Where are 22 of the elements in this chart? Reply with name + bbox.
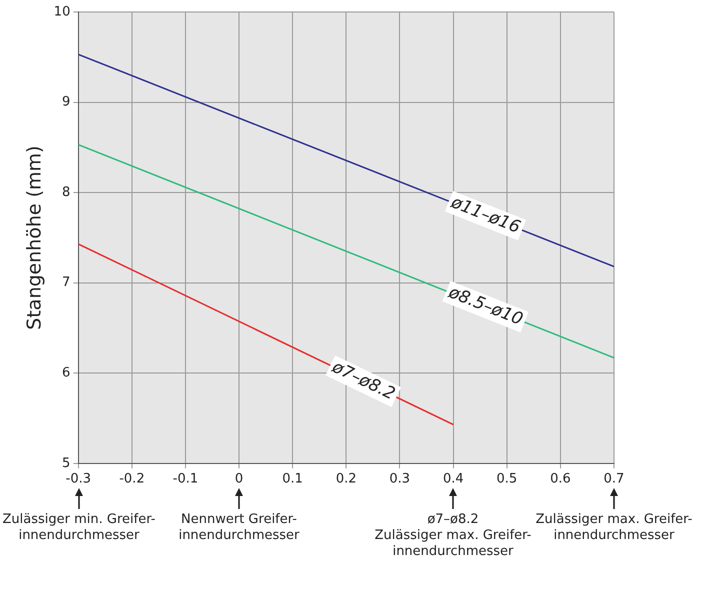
y-tick-label: 9 [62,94,70,110]
y-tick-label: 5 [62,456,70,471]
x-tick-label: 0.2 [336,472,357,487]
y-tick-label: 6 [62,365,70,380]
y-tick-label: 8 [62,184,70,200]
x-tick-label: 0.3 [389,472,410,487]
text: Zulässiger min. Greifer- innendurchmesser [2,512,156,544]
x-tick-label: 0.7 [604,472,624,487]
text: Zulässiger max. Greifer- innendurchmesser [536,512,692,543]
x-tick-label: -0.1 [172,472,198,487]
x-tick-label: 0.1 [282,472,303,487]
x-tick-label: 0.5 [496,472,518,487]
x-tick-label: 0.6 [550,472,571,487]
x-tick-label: -0.2 [119,472,145,487]
x-tick-label: 0 [234,472,244,487]
y-tick-label: 10 [54,4,70,20]
x-tick-label: 0.4 [442,472,464,487]
y-tick-label: 7 [62,275,70,290]
y-axis-title: Stangenhöhe (mm) [23,146,46,330]
text: ø7–ø8.2 Zulässiger max. Greifer- innendurchmesser [374,512,532,559]
x-tick-label: -0.3 [66,472,92,487]
text: Nennwert Greifer- innendurchmesser [178,512,300,544]
